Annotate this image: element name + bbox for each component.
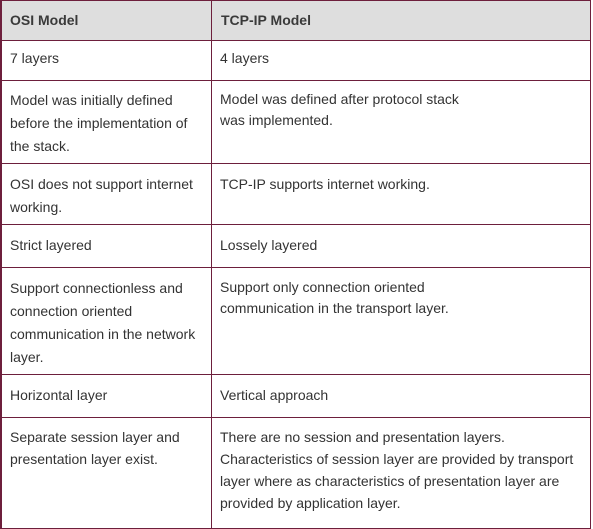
tcpip-cell-text: 4 layers (220, 50, 270, 66)
osi-cell-text: Separate session layer and presentation … (10, 429, 180, 467)
tcpip-cell-text: TCP-IP supports internet working. (220, 176, 430, 192)
osi-cell: Horizontal layer (0, 374, 212, 418)
table-row: Support connectionless and connection or… (0, 267, 591, 375)
header-tcpip-model: TCP-IP Model (211, 0, 591, 41)
table-row: Model was initially defined before the i… (0, 80, 591, 164)
table-row: Separate session layer and presentation … (0, 417, 591, 529)
osi-cell-text: Model was initially defined before the i… (10, 92, 188, 154)
tcpip-cell: There are no session and presentation la… (211, 417, 591, 529)
tcpip-cell: Support only connection oriented communi… (211, 267, 591, 375)
table-header-row: OSI Model TCP-IP Model (0, 0, 591, 41)
tcpip-cell: Model was defined after protocol stack w… (211, 80, 591, 164)
tcpip-cell: 4 layers (211, 40, 591, 81)
osi-cell: 7 layers (0, 40, 212, 81)
table-row: Strict layered Lossely layered (0, 224, 591, 268)
tcpip-cell: Vertical approach (211, 374, 591, 418)
tcpip-cell-text: Model was defined after protocol stack w… (220, 91, 459, 128)
osi-cell-text: OSI does not support internet working. (10, 176, 193, 215)
osi-cell: Model was initially defined before the i… (0, 80, 212, 164)
tcpip-cell: Lossely layered (211, 224, 591, 268)
osi-cell-text: Strict layered (10, 237, 92, 253)
tcpip-cell-text: There are no session and presentation la… (220, 429, 574, 511)
osi-cell-text: Horizontal layer (10, 387, 108, 403)
header-osi-model: OSI Model (0, 0, 212, 41)
table-row: 7 layers 4 layers (0, 40, 591, 81)
tcpip-cell-text: Vertical approach (220, 387, 329, 403)
table-row: OSI does not support internet working. T… (0, 163, 591, 225)
osi-cell: OSI does not support internet working. (0, 163, 212, 225)
osi-cell-text: 7 layers (10, 50, 60, 66)
osi-cell-text: Support connectionless and connection or… (10, 280, 196, 365)
osi-cell: Separate session layer and presentation … (0, 417, 212, 529)
left-border-accent (0, 0, 2, 529)
tcpip-cell-text: Lossely layered (220, 237, 318, 253)
tcpip-cell-text: Support only connection oriented communi… (220, 279, 449, 316)
table-row: Horizontal layer Vertical approach (0, 374, 591, 418)
osi-cell: Support connectionless and connection or… (0, 267, 212, 375)
tcpip-cell: TCP-IP supports internet working. (211, 163, 591, 225)
osi-cell: Strict layered (0, 224, 212, 268)
